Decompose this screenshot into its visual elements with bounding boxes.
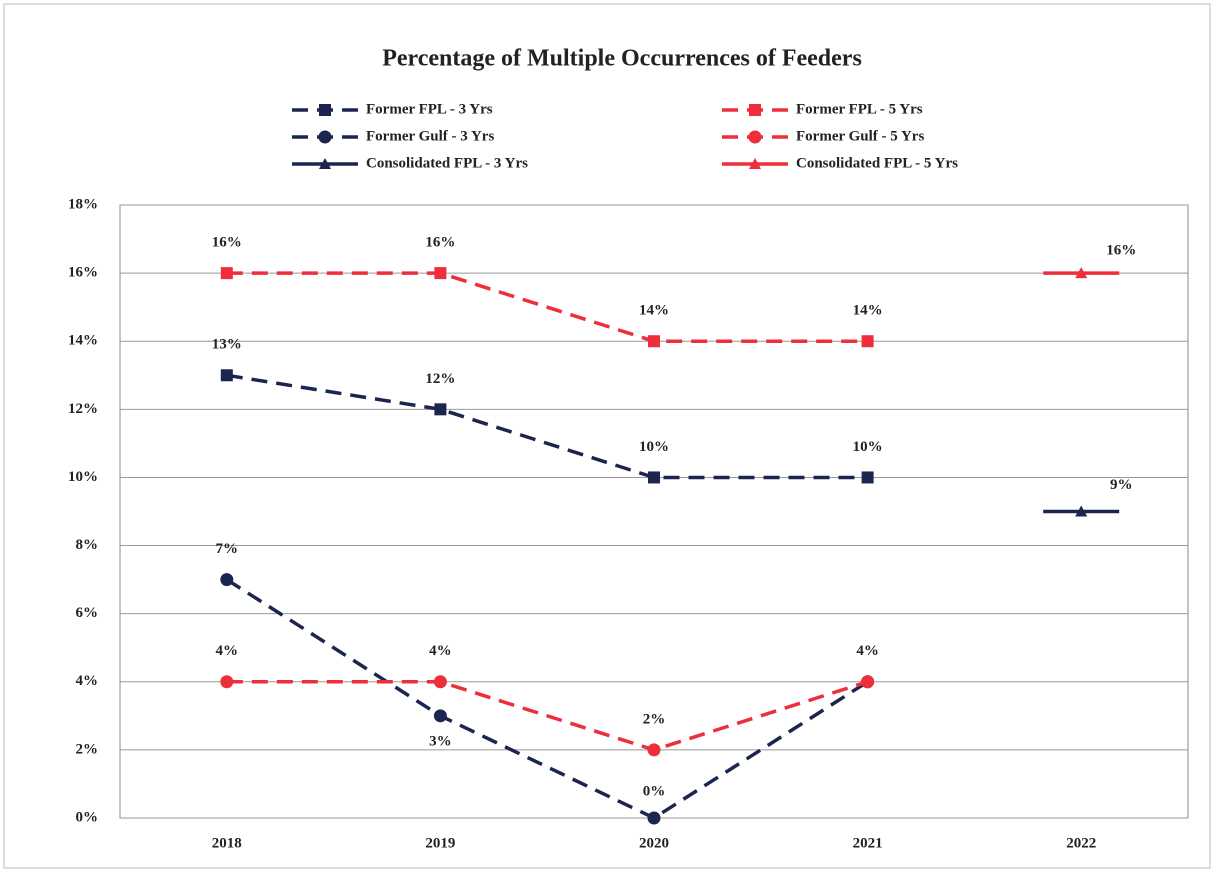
marker <box>434 267 447 280</box>
data-label: 14% <box>639 303 669 319</box>
marker <box>220 675 234 689</box>
marker <box>1075 267 1088 279</box>
legend-marker <box>748 130 762 144</box>
y-tick-label: 6% <box>76 605 99 621</box>
series-line <box>225 578 869 820</box>
marker <box>647 743 661 757</box>
y-tick-label: 4% <box>76 673 99 689</box>
data-label: 2% <box>643 711 666 727</box>
marker <box>647 811 661 825</box>
y-tick-label: 8% <box>76 537 99 553</box>
marker <box>220 369 233 382</box>
marker <box>648 335 660 348</box>
y-tick-label: 16% <box>68 265 98 281</box>
legend-label: Former Gulf - 3 Yrs <box>366 128 494 144</box>
marker <box>433 675 447 689</box>
series-line <box>226 373 868 480</box>
legend-marker <box>319 104 331 116</box>
data-label: 0% <box>643 783 666 799</box>
legend-label: Consolidated FPL - 5 Yrs <box>796 155 958 171</box>
marker <box>434 403 447 416</box>
data-label: 9% <box>1110 477 1133 493</box>
marker <box>648 471 660 484</box>
chart-title: Percentage of Multiple Occurrences of Fe… <box>382 46 862 72</box>
x-tick-label: 2022 <box>1066 835 1096 851</box>
data-label: 13% <box>212 337 242 353</box>
data-label: 14% <box>853 303 883 319</box>
legend-marker <box>319 158 331 169</box>
x-tick-label: 2018 <box>212 835 242 851</box>
legend-label: Former Gulf - 5 Yrs <box>796 128 924 144</box>
marker <box>1075 505 1088 517</box>
marker <box>220 267 233 280</box>
series-line <box>226 271 868 343</box>
x-tick-label: 2020 <box>639 835 669 851</box>
marker <box>861 335 874 348</box>
legend-label: Consolidated FPL - 3 Yrs <box>366 155 528 171</box>
series-line <box>226 680 869 752</box>
y-tick-label: 18% <box>68 196 98 212</box>
marker <box>433 709 447 723</box>
y-tick-label: 14% <box>68 333 98 349</box>
legend-marker <box>749 158 761 169</box>
data-label: 10% <box>639 439 669 455</box>
data-label: 7% <box>216 541 239 557</box>
y-tick-label: 12% <box>68 401 98 417</box>
marker <box>220 573 234 587</box>
data-label: 4% <box>429 643 452 659</box>
data-label: 16% <box>425 235 455 251</box>
marker <box>861 471 874 484</box>
data-label: 12% <box>425 371 455 387</box>
data-label: 3% <box>429 733 452 749</box>
legend-label: Former FPL - 3 Yrs <box>366 101 493 117</box>
y-tick-label: 10% <box>68 469 98 485</box>
y-tick-label: 2% <box>76 741 99 757</box>
y-tick-label: 0% <box>76 809 99 825</box>
x-tick-label: 2021 <box>853 835 883 851</box>
legend-marker <box>749 104 761 116</box>
legend-label: Former FPL - 5 Yrs <box>796 101 923 117</box>
chart-frame <box>3 3 1211 869</box>
legend-marker <box>318 130 332 144</box>
marker <box>861 675 875 689</box>
data-label: 16% <box>212 235 242 251</box>
data-label: 4% <box>216 643 239 659</box>
data-label: 16% <box>1106 243 1136 259</box>
x-tick-label: 2019 <box>425 835 455 851</box>
data-label: 4% <box>856 643 879 659</box>
data-label: 10% <box>853 439 883 455</box>
